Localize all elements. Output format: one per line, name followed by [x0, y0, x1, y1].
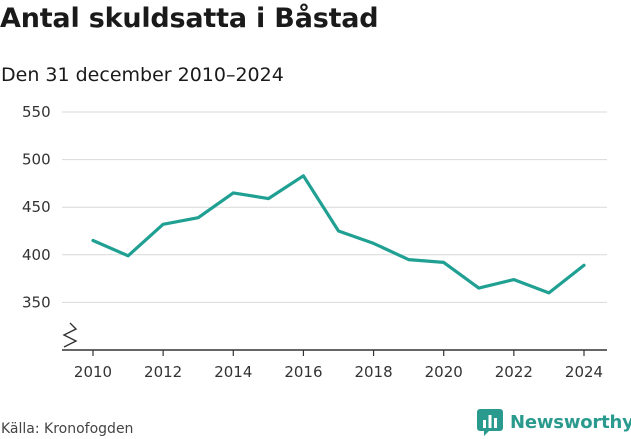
- y-axis-ticks: 350 400 450 500 550: [22, 103, 51, 311]
- series-line-0: [91, 174, 586, 295]
- series-layer: [91, 174, 586, 295]
- x-tick-label: 2014: [214, 363, 252, 381]
- line-chart: 350 400 450 500 550 2010 2012 2014 2016 2018 2020…: [22, 103, 607, 381]
- chart-subtitle: Den 31 december 2010–2024: [1, 64, 284, 86]
- chart-title: Antal skuldsatta i Båstad: [0, 3, 379, 34]
- x-tick-label: 2020: [425, 363, 463, 381]
- x-tick-label: 2012: [144, 363, 182, 381]
- y-tick-label: 450: [22, 198, 51, 216]
- brand-logo: Newsworthy: [476, 408, 631, 436]
- y-tick-label: 400: [22, 246, 51, 264]
- x-tick-label: 2024: [565, 363, 603, 381]
- source-note: Källa: Kronofogden: [1, 421, 134, 437]
- brand-name: Newsworthy: [510, 411, 631, 433]
- axis-break-zigzag: [62, 322, 78, 348]
- x-tick-label: 2022: [495, 363, 533, 381]
- x-tick-label: 2016: [284, 363, 322, 381]
- y-tick-label: 350: [22, 293, 51, 311]
- x-tick-label: 2018: [354, 363, 392, 381]
- x-tick-label: 2010: [74, 363, 112, 381]
- zigzag-axis-break-icon: [62, 322, 78, 348]
- y-tick-label: 500: [22, 151, 51, 169]
- x-axis-ticks: 2010 2012 2014 2016 2018 2020 2022 2024: [74, 350, 603, 381]
- bar-chart-logo-icon: [477, 409, 503, 436]
- y-tick-label: 550: [22, 103, 51, 121]
- gridlines: [62, 111, 607, 303]
